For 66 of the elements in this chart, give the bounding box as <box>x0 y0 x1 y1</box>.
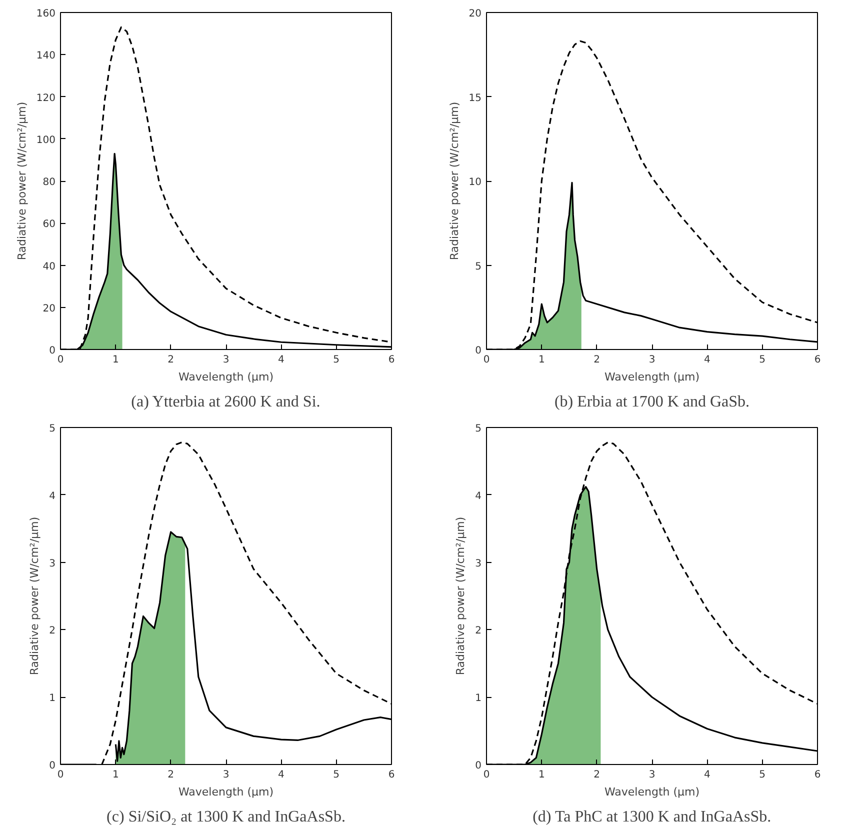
x-tick-label: 5 <box>333 770 340 780</box>
y-tick-label: 3 <box>475 558 482 570</box>
y-tick-label: 4 <box>49 490 56 502</box>
x-tick-label: 0 <box>483 354 490 366</box>
x-tick-label: 2 <box>594 354 600 366</box>
x-axis-title: Wavelength (μm) <box>178 370 274 384</box>
x-tick-label: 4 <box>704 354 710 366</box>
x-tick-label: 4 <box>278 770 284 780</box>
y-tick-label: 80 <box>42 177 56 188</box>
x-tick-label: 2 <box>594 770 600 780</box>
x-tick-label: 5 <box>759 770 766 780</box>
x-tick-label: 3 <box>222 770 230 780</box>
y-tick-label: 5 <box>475 424 482 434</box>
y-axis-title: Radiative power (W/cm²/μm) <box>448 102 461 260</box>
y-axis-title: Radiative power (W/cm²/μm) <box>28 516 42 676</box>
y-tick-label: 100 <box>36 134 56 146</box>
y-tick-label: 5 <box>475 261 482 272</box>
x-tick-label: 4 <box>278 354 284 366</box>
x-tick-label: 1 <box>538 354 545 366</box>
y-tick-label: 120 <box>36 92 56 104</box>
x-tick-label: 2 <box>168 354 174 366</box>
y-tick-label: 20 <box>468 8 482 20</box>
y-tick-label: 0 <box>475 346 482 356</box>
y-tick-label: 4 <box>475 490 482 502</box>
y-tick-label: 1 <box>49 693 56 704</box>
y-tick-label: 40 <box>42 261 56 272</box>
x-tick-label: 6 <box>814 354 821 366</box>
x-tick-label: 6 <box>388 354 395 366</box>
y-axis-title: Radiative power (W/cm²/μm) <box>15 102 28 260</box>
x-tick-label: 1 <box>112 354 119 366</box>
x-axis-title: Wavelength (μm) <box>604 786 700 798</box>
y-axis-title: Radiative power (W/cm²/μm) <box>454 516 468 676</box>
x-axis-title: Wavelength (μm) <box>604 370 700 384</box>
y-tick-label: 3 <box>49 558 56 570</box>
text: (a) Ytterbia at 2600 K and Si. <box>131 394 320 410</box>
x-tick-label: 2 <box>168 770 174 780</box>
text: (b) Erbia at 1700 K and GaSb. <box>554 394 750 410</box>
y-tick-label: 140 <box>36 50 56 62</box>
y-tick-label: 20 <box>42 303 56 314</box>
x-tick-label: 3 <box>648 354 656 366</box>
x-tick-label: 6 <box>814 770 821 780</box>
x-tick-label: 0 <box>483 770 490 780</box>
text: (c) Si/SiO₂ at 1300 K and InGaAsSb. <box>106 808 346 826</box>
x-tick-label: 5 <box>333 354 340 366</box>
y-tick-label: 0 <box>475 760 482 772</box>
y-tick-label: 60 <box>42 219 56 230</box>
y-tick-label: 10 <box>468 177 482 188</box>
y-tick-label: 0 <box>49 346 56 356</box>
x-tick-label: 5 <box>759 354 766 366</box>
x-tick-label: 3 <box>222 354 230 366</box>
y-tick-label: 1 <box>475 693 482 704</box>
x-tick-label: 1 <box>112 770 119 780</box>
x-tick-label: 6 <box>388 770 395 780</box>
x-tick-label: 0 <box>57 354 64 366</box>
x-tick-label: 3 <box>648 770 656 780</box>
x-tick-label: 0 <box>57 770 64 780</box>
text: (d) Ta PhC at 1300 K and InGaAsSb. <box>532 808 772 826</box>
x-tick-label: 4 <box>704 770 710 780</box>
x-axis-title: Wavelength (μm) <box>178 786 274 798</box>
y-tick-label: 15 <box>468 92 482 104</box>
y-tick-label: 2 <box>49 626 56 637</box>
y-tick-label: 160 <box>36 8 56 20</box>
y-tick-label: 5 <box>49 424 56 434</box>
x-tick-label: 1 <box>538 770 545 780</box>
y-tick-label: 0 <box>49 760 56 772</box>
y-tick-label: 2 <box>475 626 482 637</box>
